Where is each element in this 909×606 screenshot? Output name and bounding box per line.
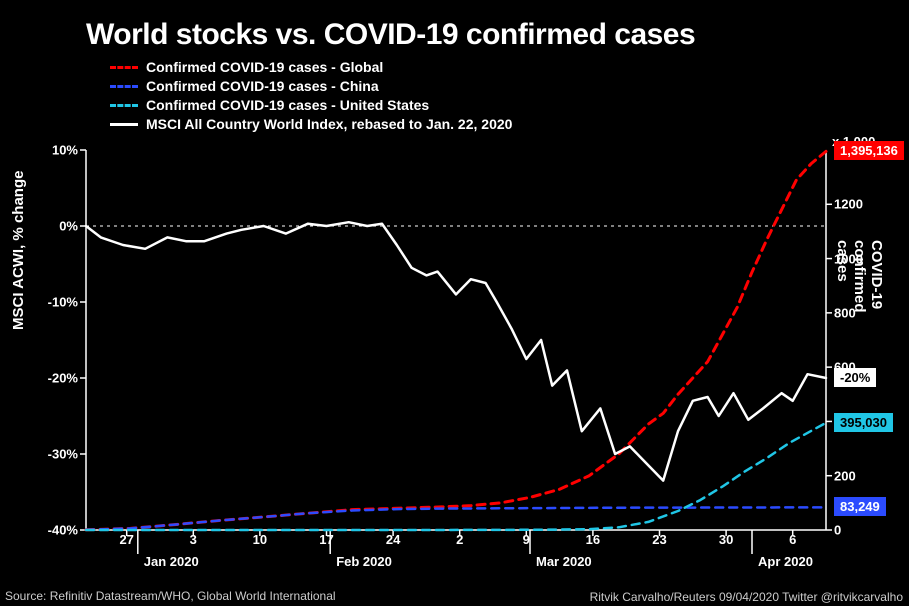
chart-plot-area: 10%0%-10%-20%-30%-40%0200400600800100012… xyxy=(86,150,826,530)
legend-item-china: Confirmed COVID-19 cases - China xyxy=(110,77,909,96)
y-right-tick-label: 800 xyxy=(834,305,894,320)
legend-swatch xyxy=(110,85,138,88)
x-day-tick-label: 3 xyxy=(190,532,197,547)
legend-label: MSCI All Country World Index, rebased to… xyxy=(146,115,512,134)
series-end-label: 395,030 xyxy=(834,413,893,432)
x-day-tick-label: 2 xyxy=(456,532,463,547)
y-right-tick-label: 200 xyxy=(834,468,894,483)
x-day-tick-label: 27 xyxy=(119,532,133,547)
legend-swatch xyxy=(110,104,138,107)
legend-item-msci: MSCI All Country World Index, rebased to… xyxy=(110,115,909,134)
y-right-tick-label: 1000 xyxy=(834,251,894,266)
chart-svg xyxy=(86,150,826,530)
series-end-label: 1,395,136 xyxy=(834,141,904,160)
legend: Confirmed COVID-19 cases - Global Confir… xyxy=(110,58,909,134)
x-day-tick-label: 6 xyxy=(789,532,796,547)
x-day-tick-label: 30 xyxy=(719,532,733,547)
chart-title: World stocks vs. COVID-19 confirmed case… xyxy=(86,18,909,52)
credit-attribution: Ritvik Carvalho/Reuters 09/04/2020 Twitt… xyxy=(590,590,903,604)
legend-item-us: Confirmed COVID-19 cases - United States xyxy=(110,96,909,115)
legend-label: Confirmed COVID-19 cases - United States xyxy=(146,96,429,115)
x-day-tick-label: 24 xyxy=(386,532,400,547)
x-month-tick-label: Apr 2020 xyxy=(758,554,813,569)
y-right-tick-label: 0 xyxy=(834,523,894,538)
legend-swatch xyxy=(110,66,138,69)
series-end-label: -20% xyxy=(834,368,876,387)
x-day-tick-label: 17 xyxy=(319,532,333,547)
series-end-label: 83,249 xyxy=(834,497,886,516)
x-day-tick-label: 23 xyxy=(652,532,666,547)
x-day-tick-label: 10 xyxy=(253,532,267,547)
y-left-tick-label: -20% xyxy=(18,371,78,386)
legend-label: Confirmed COVID-19 cases - China xyxy=(146,77,379,96)
y-left-tick-label: -30% xyxy=(18,447,78,462)
y-right-tick-label: 1200 xyxy=(834,197,894,212)
x-month-tick-label: Mar 2020 xyxy=(536,554,592,569)
x-day-tick-label: 16 xyxy=(586,532,600,547)
y-left-tick-label: 0% xyxy=(18,219,78,234)
legend-item-global: Confirmed COVID-19 cases - Global xyxy=(110,58,909,77)
x-day-tick-label: 9 xyxy=(523,532,530,547)
legend-label: Confirmed COVID-19 cases - Global xyxy=(146,58,383,77)
x-month-tick-label: Feb 2020 xyxy=(336,554,392,569)
y-left-tick-label: 10% xyxy=(18,143,78,158)
y-left-tick-label: -40% xyxy=(18,523,78,538)
y-left-tick-label: -10% xyxy=(18,295,78,310)
source-attribution: Source: Refinitiv Datastream/WHO, Global… xyxy=(2,588,339,604)
x-month-tick-label: Jan 2020 xyxy=(144,554,199,569)
legend-swatch xyxy=(110,123,138,126)
